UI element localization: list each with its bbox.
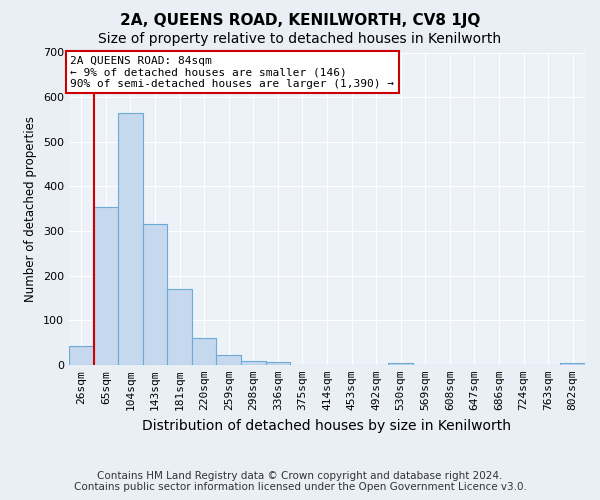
Text: Size of property relative to detached houses in Kenilworth: Size of property relative to detached ho… [98, 32, 502, 46]
Text: 2A QUEENS ROAD: 84sqm
← 9% of detached houses are smaller (146)
90% of semi-deta: 2A QUEENS ROAD: 84sqm ← 9% of detached h… [70, 56, 394, 89]
Bar [118, 113, 143, 365]
Bar [69, 346, 94, 365]
Bar [143, 224, 167, 365]
Bar [388, 363, 413, 365]
Y-axis label: Number of detached properties: Number of detached properties [25, 116, 37, 302]
Text: 2A, QUEENS ROAD, KENILWORTH, CV8 1JQ: 2A, QUEENS ROAD, KENILWORTH, CV8 1JQ [120, 12, 480, 28]
Bar [167, 289, 192, 365]
Bar [217, 355, 241, 365]
Bar [560, 363, 585, 365]
Text: Contains HM Land Registry data © Crown copyright and database right 2024.
Contai: Contains HM Land Registry data © Crown c… [74, 471, 526, 492]
X-axis label: Distribution of detached houses by size in Kenilworth: Distribution of detached houses by size … [143, 418, 511, 432]
Bar [266, 362, 290, 365]
Bar [192, 338, 217, 365]
Bar [241, 360, 266, 365]
Bar [94, 206, 118, 365]
